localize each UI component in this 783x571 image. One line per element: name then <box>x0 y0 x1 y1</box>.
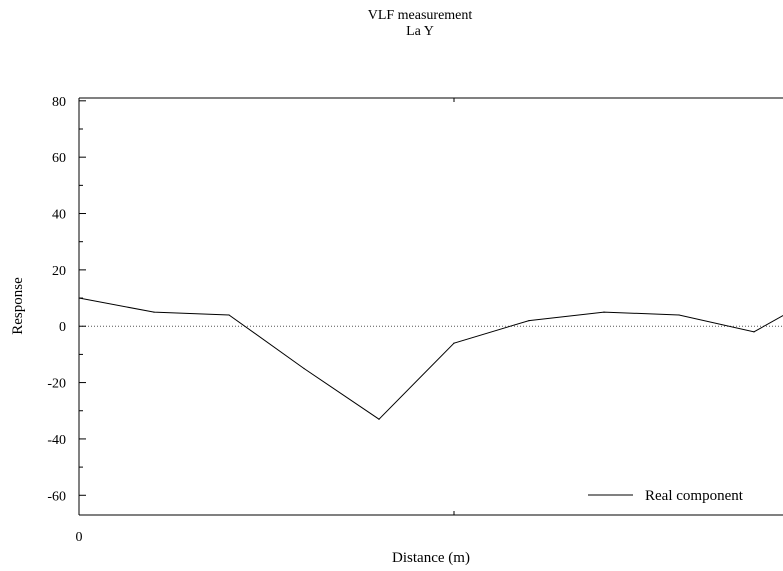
data-point <box>378 418 380 420</box>
series-points <box>78 297 755 420</box>
chart-title: VLF measurement <box>368 8 473 23</box>
data-point <box>678 314 680 316</box>
data-point <box>753 331 755 333</box>
chart-subtitle: La Y <box>406 24 434 39</box>
y-axis-label: Response <box>10 277 26 335</box>
y-tick-label: 0 <box>59 320 66 335</box>
y-tick-label: -40 <box>47 433 66 448</box>
data-point <box>228 314 230 316</box>
y-tick-label: 60 <box>52 151 66 166</box>
y-ticks: -60 -40 -20 0 20 40 60 80 <box>47 95 86 504</box>
series-layer <box>78 297 783 420</box>
x-axis-label: Distance (m) <box>392 550 470 566</box>
legend: Real component <box>588 488 744 504</box>
y-tick-label: 80 <box>52 95 66 110</box>
x-ticks: 0100200300400500600700800900 <box>76 98 455 545</box>
data-point <box>453 342 455 344</box>
series-line-real-component <box>78 297 783 420</box>
data-point <box>603 311 605 313</box>
y-tick-label: 20 <box>52 264 66 279</box>
y-tick-label: -60 <box>47 489 66 504</box>
data-point <box>528 319 530 322</box>
data-point <box>303 367 305 370</box>
y-tick-label: 40 <box>52 208 66 223</box>
x-tick-label: 0 <box>76 530 83 545</box>
data-point <box>78 297 80 299</box>
legend-label: Real component <box>645 488 744 504</box>
y-tick-label: -20 <box>47 377 66 392</box>
data-point <box>153 311 155 313</box>
plot-area: 0100200300400500600700800900 -60 -40 -20 0 2… <box>47 95 783 545</box>
